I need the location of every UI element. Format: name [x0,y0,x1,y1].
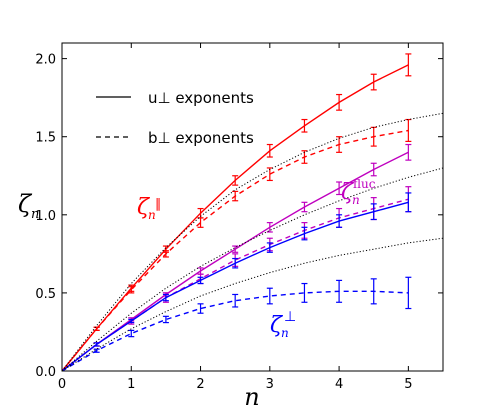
x-tick-label: 5 [404,377,412,392]
series-line-4 [61,201,409,372]
svg-text:ζ: ζ [137,195,151,220]
series-line-7 [61,167,444,372]
y-tick-label: 1.5 [35,131,56,146]
legend-label-b: b⊥ exponents [148,129,254,147]
series-line-8 [61,237,444,372]
svg-text:n: n [281,326,289,340]
svg-text:∥: ∥ [155,197,162,212]
svg-text:n: n [352,193,360,207]
x-tick-label: 0 [58,377,66,392]
x-tick-label: 4 [335,377,343,392]
y-tick-label: 0.0 [35,365,56,380]
ticks: 0 1 2 3 4 5 0.0 0.5 1.0 1.5 2.0 [35,43,443,392]
svg-text:ζ: ζ [341,180,355,205]
annotation-zeta-perp: ζ n ⊥ [270,309,296,340]
svg-text:ζ: ζ [18,190,33,218]
svg-text:⊥: ⊥ [284,309,296,325]
annotation-zeta-parallel: ζ n ∥ [137,195,162,222]
svg-text:n: n [31,207,39,222]
x-tick-label: 2 [196,377,204,392]
y-tick-label: 1.0 [35,209,56,224]
plot-frame [61,42,444,372]
legend: u⊥ exponents b⊥ exponents [96,89,254,147]
series-line-3 [61,198,409,372]
svg-text:ζ: ζ [270,313,284,338]
series-line-0 [61,64,409,372]
legend-label-u: u⊥ exponents [148,89,254,107]
x-axis-label: n [244,383,259,411]
svg-text:n: n [148,208,156,222]
y-axis-label: ζ n [18,190,39,222]
y-tick-label: 0.5 [35,287,56,302]
svg-text:fluc: fluc [353,177,376,191]
x-tick-label: 3 [266,377,274,392]
annotation-zeta-fluc: ζ n fluc [341,177,376,207]
curves [61,53,444,372]
series-line-5 [61,290,409,372]
series-line-6 [61,112,444,372]
y-tick-label: 2.0 [35,53,56,68]
x-tick-label: 1 [127,377,135,392]
